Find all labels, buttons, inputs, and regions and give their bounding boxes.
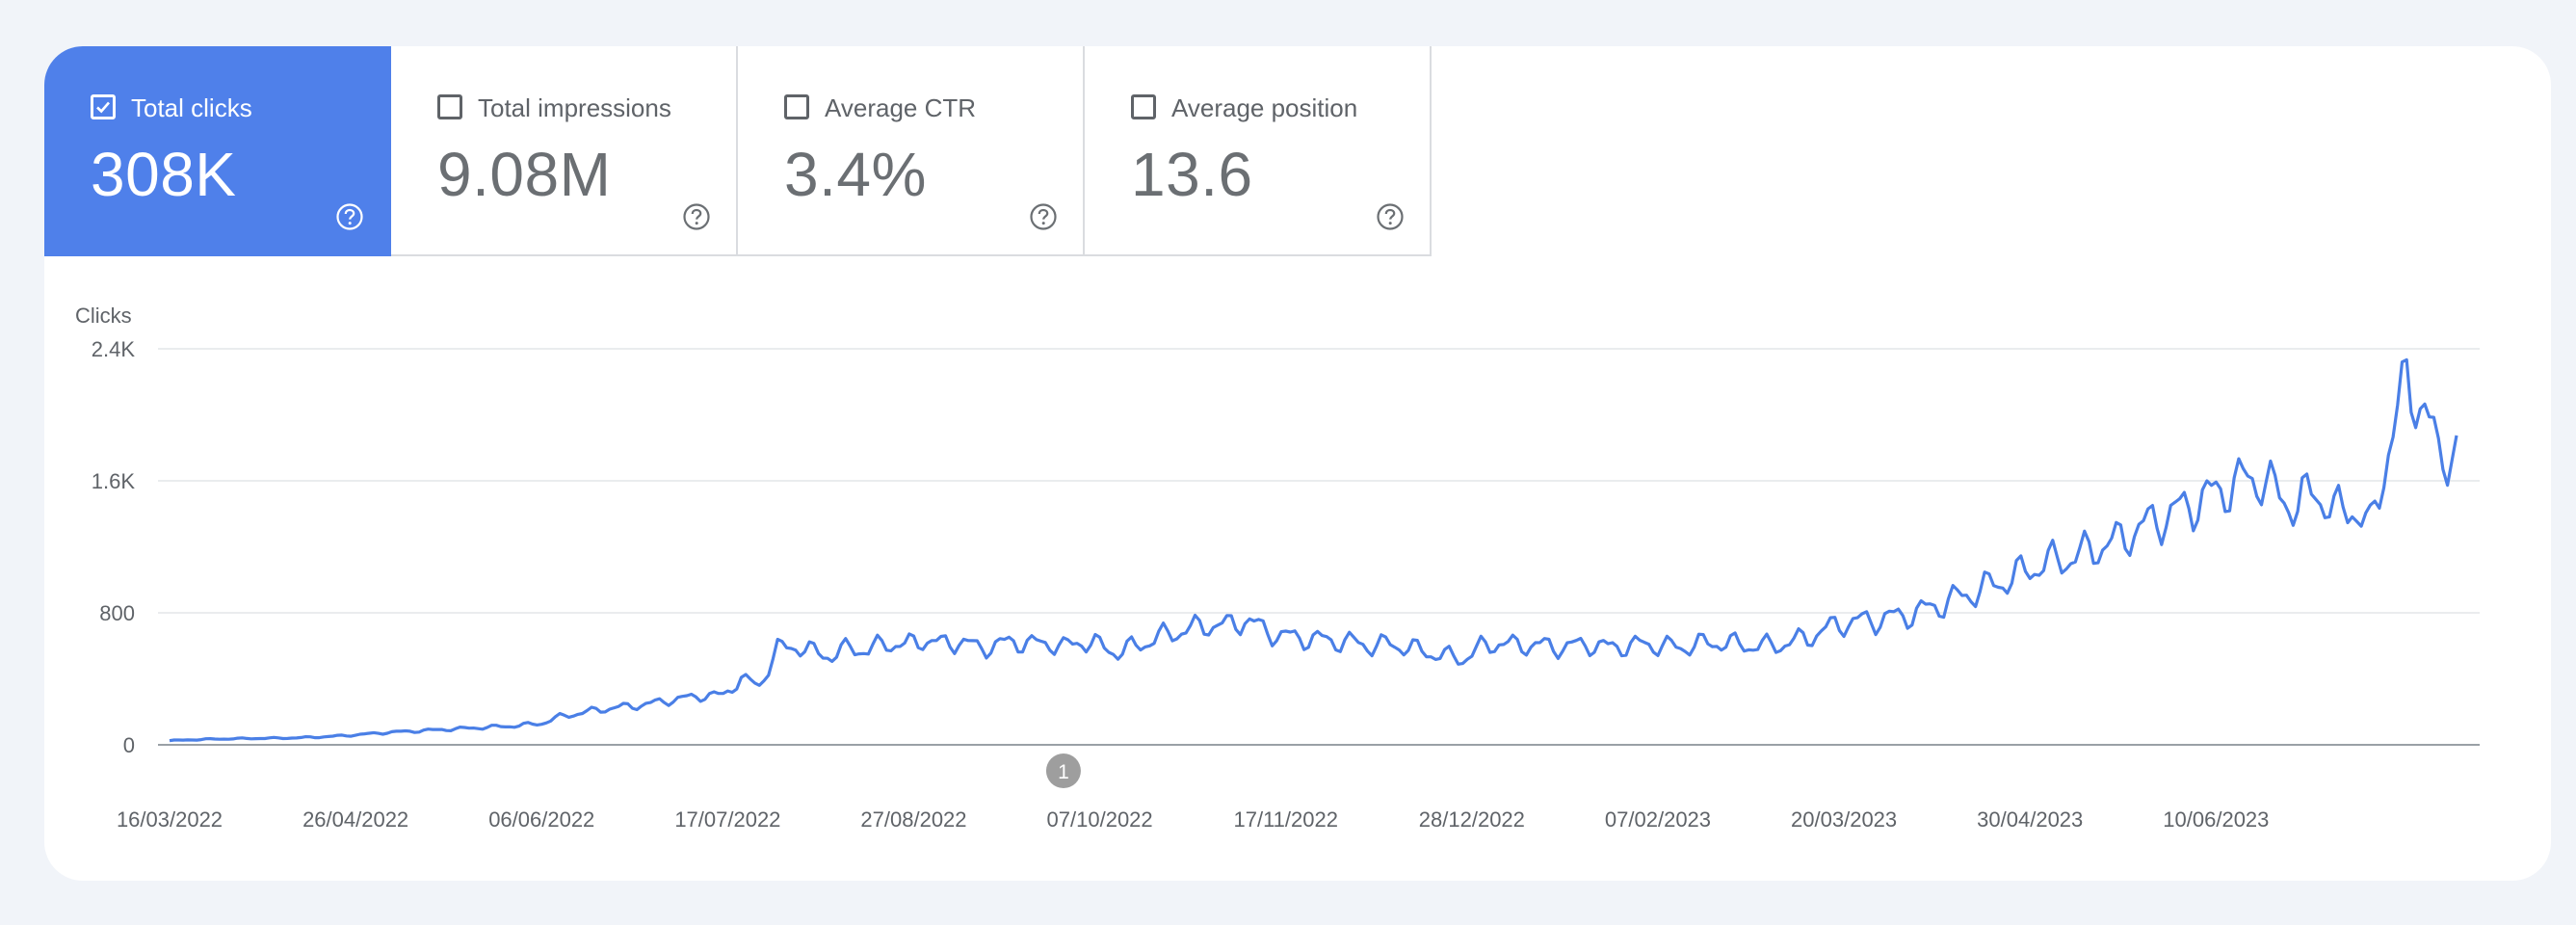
help-circle-icon[interactable]	[1376, 202, 1405, 231]
x-tick-label: 10/06/2023	[2163, 807, 2269, 832]
check-icon	[96, 101, 110, 114]
metric-label: Total clicks	[131, 93, 252, 122]
metric-tab-average-position[interactable]: Average position 13.6	[1085, 46, 1432, 256]
annotation-marker[interactable]: 1	[1045, 753, 1081, 788]
x-tick-label: 07/02/2023	[1605, 807, 1711, 832]
metric-value: 13.6	[1131, 140, 1253, 209]
checkbox[interactable]	[784, 94, 809, 119]
metric-value: 3.4%	[784, 140, 927, 209]
help-circle-icon[interactable]	[1029, 202, 1058, 231]
x-tick-label: 28/12/2022	[1419, 807, 1525, 832]
metric-value: 9.08M	[437, 140, 612, 209]
metric-label: Average position	[1171, 93, 1358, 122]
clicks-line-chart: Clicks 0 800 1.6K 2.4K 16/03/2022 26/04/2022 06…	[75, 304, 2480, 832]
y-tick-label: 0	[123, 733, 135, 757]
x-tick-label: 07/10/2022	[1047, 807, 1153, 832]
x-tick-label: 30/04/2023	[1977, 807, 2083, 832]
x-tick-label: 26/04/2022	[302, 807, 408, 832]
x-tick-label: 17/07/2022	[674, 807, 780, 832]
help-circle-icon[interactable]	[335, 202, 364, 231]
metric-label: Average CTR	[825, 93, 977, 122]
clicks-series-line	[169, 357, 2458, 743]
metric-tab-average-ctr[interactable]: Average CTR 3.4%	[738, 46, 1085, 256]
x-tick-label: 20/03/2023	[1791, 807, 1897, 832]
y-tick-label: 2.4K	[92, 337, 136, 361]
performance-card: Total clicks 308K Total impressions 9.08…	[44, 46, 2551, 881]
checkbox[interactable]	[437, 94, 462, 119]
y-tick-label: 800	[99, 601, 135, 625]
metric-tab-total-impressions[interactable]: Total impressions 9.08M	[391, 46, 738, 256]
metric-tab-total-clicks[interactable]: Total clicks 308K	[44, 46, 391, 256]
y-axis-title: Clicks	[75, 304, 132, 328]
checkbox[interactable]	[1131, 94, 1156, 119]
y-tick-label: 1.6K	[92, 469, 136, 493]
x-tick-label: 17/11/2022	[1233, 807, 1337, 832]
x-tick-label: 06/06/2022	[488, 807, 594, 832]
checkbox[interactable]	[91, 94, 116, 119]
x-tick-label: 16/03/2022	[117, 807, 223, 832]
x-tick-label: 27/08/2022	[860, 807, 966, 832]
metric-tabs: Total clicks 308K Total impressions 9.08…	[44, 46, 1432, 256]
help-circle-icon[interactable]	[682, 202, 711, 231]
metric-label: Total impressions	[478, 93, 671, 122]
metric-value: 308K	[91, 140, 237, 209]
annotation-label: 1	[1058, 761, 1069, 783]
